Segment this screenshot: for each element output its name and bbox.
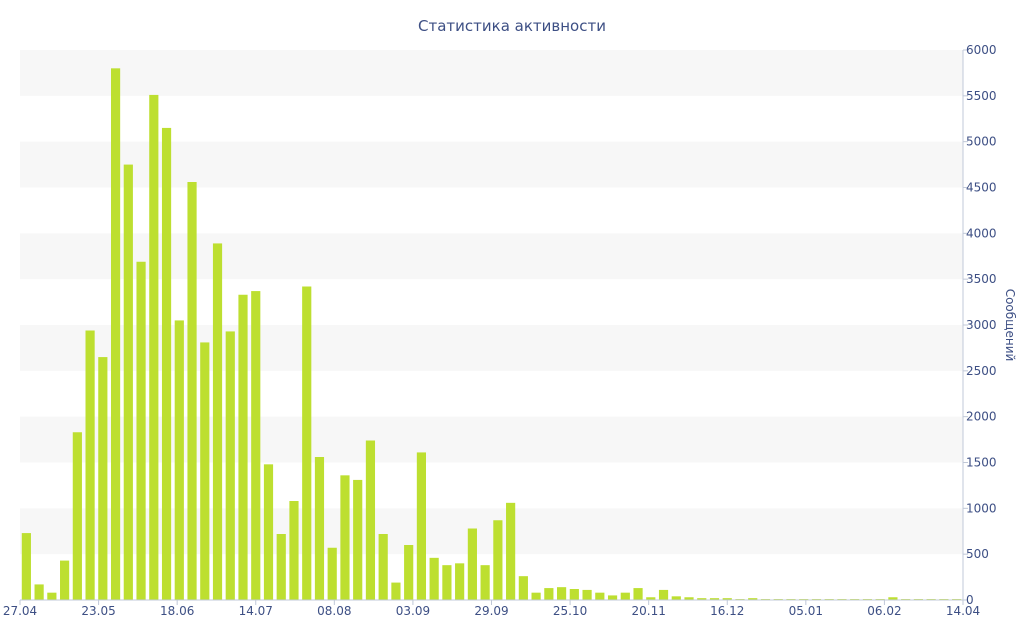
grid-band bbox=[20, 50, 963, 96]
bar-08.06 bbox=[98, 357, 108, 600]
grid-band bbox=[20, 325, 963, 371]
x-axis: 27.04 23.05 18.06 14.07 08.08 03.09 29.09 25.10… bbox=[3, 599, 980, 618]
bar-06.07 bbox=[149, 94, 159, 601]
x-tick-label: 08.08 bbox=[317, 604, 351, 618]
bar-04.05 bbox=[34, 584, 44, 600]
grid-band bbox=[20, 233, 963, 280]
bar-16.08 bbox=[888, 597, 898, 600]
y-tick-label: 2500 bbox=[966, 364, 997, 378]
bars-layer bbox=[21, 68, 962, 601]
bar-16.11 bbox=[391, 582, 401, 600]
bar-18.05 bbox=[60, 560, 70, 600]
x-tick-label: 27.04 bbox=[3, 604, 37, 618]
grid-band bbox=[20, 508, 963, 555]
bar-26.10 bbox=[353, 479, 363, 600]
bar-08.03 bbox=[595, 592, 605, 600]
x-tick-label: 16.12 bbox=[710, 604, 744, 618]
x-tick-label: 23.05 bbox=[81, 604, 115, 618]
bar-07.12 bbox=[429, 557, 439, 600]
bar-10.08 bbox=[212, 243, 223, 601]
bar-25.05 bbox=[72, 432, 82, 600]
bar-03.08 bbox=[200, 342, 210, 600]
bar-11.01 bbox=[493, 520, 503, 600]
bar-27.04 bbox=[21, 533, 31, 600]
x-tick-label: 25.10 bbox=[553, 604, 587, 618]
bar-09.11 bbox=[378, 534, 388, 600]
y-axis: 0 500 1000 1500 2000 2500 3000 3500 4000 4500 5000… bbox=[962, 43, 997, 607]
y-tick-label: 1500 bbox=[966, 456, 997, 470]
bar-22.02 bbox=[569, 589, 579, 600]
bar-02.11 bbox=[365, 440, 376, 600]
bar-01.06 bbox=[85, 330, 95, 600]
bar-19.10 bbox=[340, 475, 350, 600]
bar-11.05 bbox=[47, 592, 57, 600]
y-axis-label: Сообщений bbox=[1003, 289, 1017, 362]
bar-20.07 bbox=[174, 320, 184, 600]
bar-15.02 bbox=[557, 587, 567, 600]
bar-08.02 bbox=[544, 588, 554, 600]
y-tick-label: 5000 bbox=[966, 135, 997, 149]
grid-bands bbox=[20, 50, 963, 555]
bar-04.01 bbox=[480, 565, 490, 600]
bar-13.07 bbox=[161, 127, 172, 601]
grid-band bbox=[20, 141, 963, 188]
bar-01.02 bbox=[531, 592, 541, 600]
y-tick-label: 3500 bbox=[966, 272, 997, 286]
bar-22.03 bbox=[620, 592, 630, 600]
bar-26.04 bbox=[684, 597, 694, 600]
grid-band bbox=[20, 416, 963, 463]
bar-23.11 bbox=[404, 545, 414, 600]
chart-title: Статистика активности bbox=[418, 17, 606, 35]
y-tick-label: 5500 bbox=[966, 89, 997, 103]
bar-10.05 bbox=[709, 598, 720, 600]
bar-18.01 bbox=[506, 502, 516, 600]
y-tick-label: 500 bbox=[966, 547, 989, 561]
bar-25.01 bbox=[518, 576, 528, 600]
x-tick-label: 05.01 bbox=[789, 604, 823, 618]
bar-24.08 bbox=[238, 294, 248, 600]
bar-28.12 bbox=[467, 528, 477, 600]
bar-05.04 bbox=[646, 597, 656, 600]
bar-29.03 bbox=[633, 588, 643, 600]
bar-07.09 bbox=[263, 464, 274, 600]
bar-22.06 bbox=[123, 164, 133, 600]
bar-14.12 bbox=[442, 565, 452, 600]
bar-15.06 bbox=[110, 68, 121, 600]
bar-15.03 bbox=[607, 595, 618, 600]
x-tick-label: 06.02 bbox=[867, 604, 901, 618]
bar-21.09 bbox=[289, 501, 299, 600]
bar-17.08 bbox=[225, 331, 235, 600]
bar-31.05 bbox=[748, 598, 758, 600]
bar-12.10 bbox=[327, 547, 337, 600]
x-tick-label: 14.07 bbox=[239, 604, 273, 618]
x-tick-label: 20.11 bbox=[631, 604, 665, 618]
bar-29.06 bbox=[136, 261, 146, 600]
y-tick-label: 6000 bbox=[966, 43, 997, 57]
bar-05.10 bbox=[314, 457, 325, 600]
bar-03.05 bbox=[697, 598, 707, 600]
bar-30.11 bbox=[416, 452, 426, 600]
y-tick-label: 4000 bbox=[966, 226, 997, 240]
x-tick-label: 18.06 bbox=[160, 604, 194, 618]
y-tick-label: 2000 bbox=[966, 410, 997, 424]
bar-21.12 bbox=[455, 563, 465, 600]
y-tick-label: 3000 bbox=[966, 318, 997, 332]
bar-31.08 bbox=[251, 291, 261, 600]
bar-14.09 bbox=[276, 534, 286, 600]
x-tick-label: 03.09 bbox=[396, 604, 430, 618]
x-tick-label: 29.09 bbox=[474, 604, 508, 618]
bar-27.07 bbox=[187, 182, 197, 600]
bar-28.09 bbox=[302, 286, 312, 600]
bar-19.04 bbox=[671, 596, 681, 600]
y-tick-label: 1000 bbox=[966, 501, 997, 515]
y-tick-label: 0 bbox=[966, 593, 974, 607]
x-tick-label: 14.04 bbox=[946, 604, 980, 618]
bar-01.03 bbox=[582, 589, 592, 600]
y-tick-label: 4500 bbox=[966, 181, 997, 195]
bar-17.05 bbox=[722, 598, 732, 600]
bar-12.04 bbox=[658, 589, 669, 600]
